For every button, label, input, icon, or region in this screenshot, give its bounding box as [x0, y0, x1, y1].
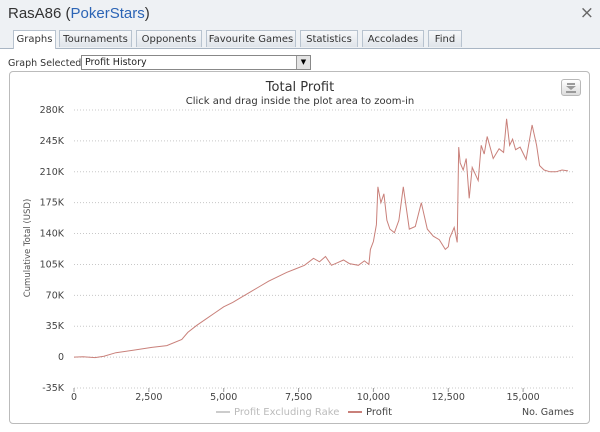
close-icon[interactable]: ×: [579, 3, 594, 23]
legend-label: Profit: [366, 407, 392, 418]
chart-panel: [9, 71, 590, 424]
player-name: RasA86: [8, 5, 62, 22]
tab-tournaments[interactable]: Tournaments: [59, 30, 132, 47]
chart-subtitle: Click and drag inside the plot area to z…: [186, 96, 414, 107]
profit-series-line: [73, 118, 569, 359]
y-axis-title: Cumulative Total (USD): [23, 199, 33, 298]
legend-label: Profit Excluding Rake: [234, 407, 339, 418]
window-titlebar: RasA86 (PokerStars) ×: [0, 0, 600, 30]
window-title: RasA86 (PokerStars): [8, 5, 150, 22]
legend-item-profit[interactable]: Profit: [348, 407, 392, 418]
x-tick-label: 2,500: [135, 392, 162, 403]
graph-select-dropdown[interactable]: Profit History ▼: [81, 55, 311, 70]
y-tick-label: 0: [58, 352, 64, 363]
y-tick-label: 280K: [40, 105, 65, 116]
download-icon: [566, 83, 576, 93]
tab-bar: Graphs Tournaments Opponents Favourite G…: [0, 29, 600, 49]
tab-find[interactable]: Find: [428, 30, 462, 47]
graph-select-value: Profit History: [85, 57, 147, 68]
x-tick-labels: 0 2,500 5,000 7,500 10,000 12,500 15,000: [71, 388, 540, 403]
y-tick-label: 245K: [40, 136, 65, 147]
x-tick-label: 7,500: [285, 392, 312, 403]
y-tick-label: 175K: [40, 198, 65, 209]
y-tick-label: 70K: [46, 290, 65, 301]
x-tick-label: 0: [71, 392, 77, 403]
legend-item-profit-excluding-rake[interactable]: Profit Excluding Rake: [216, 407, 339, 418]
grid-lines: [74, 109, 574, 389]
tab-accolades[interactable]: Accolades: [362, 30, 424, 47]
site-link[interactable]: PokerStars: [70, 5, 145, 22]
y-tick-label: -35K: [42, 383, 65, 394]
tab-statistics[interactable]: Statistics: [300, 30, 358, 47]
x-tick-label: 12,500: [432, 392, 465, 403]
chart-legend[interactable]: Profit Excluding Rake Profit: [216, 407, 392, 418]
tab-favourite-games[interactable]: Favourite Games: [206, 30, 296, 47]
chart-title: Total Profit: [265, 80, 334, 95]
export-chart-button[interactable]: [561, 79, 581, 96]
y-tick-label: 140K: [40, 229, 65, 240]
y-tick-label: 35K: [46, 321, 65, 332]
y-tick-label: 105K: [40, 259, 65, 270]
series-layer: [73, 118, 569, 359]
y-tick-label: 210K: [40, 167, 65, 178]
x-tick-label: 10,000: [357, 392, 390, 403]
x-axis-title: No. Games: [522, 407, 574, 418]
tab-graphs[interactable]: Graphs: [13, 30, 56, 49]
y-tick-labels: -35K 0 35K 70K 105K 140K 175K 210K 245K 280K: [40, 105, 65, 394]
graph-selected-label: Graph Selected:: [8, 58, 85, 69]
x-tick-label: 5,000: [210, 392, 237, 403]
x-tick-label: 15,000: [506, 392, 539, 403]
chevron-down-icon[interactable]: ▼: [296, 56, 310, 69]
tab-opponents[interactable]: Opponents: [136, 30, 202, 47]
